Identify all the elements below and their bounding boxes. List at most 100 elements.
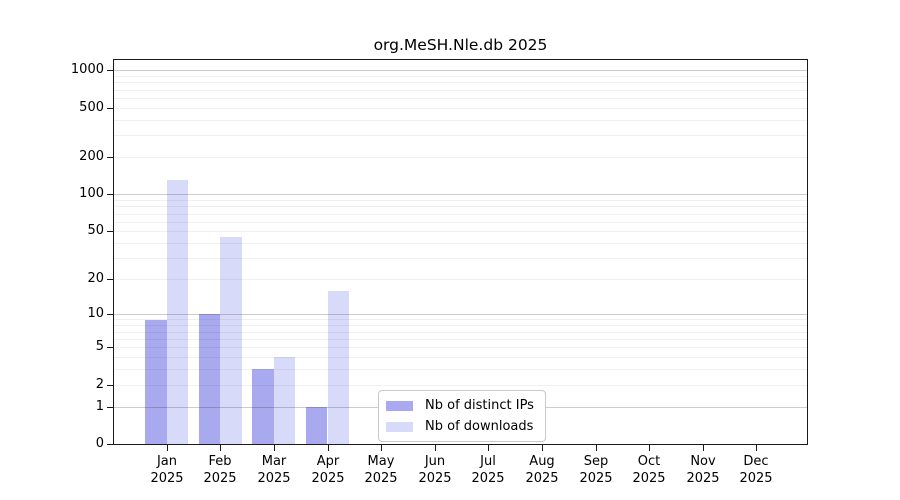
x-tick xyxy=(596,445,597,451)
major-gridline xyxy=(114,314,807,315)
minor-gridline xyxy=(114,231,807,232)
x-tick xyxy=(649,445,650,451)
x-tick-year: 2025 xyxy=(579,471,613,486)
y-tick-label: 10 xyxy=(87,306,104,321)
minor-gridline xyxy=(114,157,807,158)
x-tick xyxy=(703,445,704,451)
major-gridline xyxy=(114,70,807,71)
minor-gridline xyxy=(114,258,807,259)
x-tick-month: Nov xyxy=(690,454,716,469)
bars-layer xyxy=(114,60,807,444)
x-tick-month: Feb xyxy=(208,454,232,469)
minor-gridline xyxy=(114,369,807,370)
plot-area: Nb of distinct IPs Nb of downloads xyxy=(113,59,808,445)
x-tick-label: Mar 2025 xyxy=(242,453,306,487)
x-tick-month: Oct xyxy=(637,454,661,469)
x-tick-label: Nov 2025 xyxy=(671,453,735,487)
x-tick-year: 2025 xyxy=(364,471,398,486)
x-tick-month: May xyxy=(367,454,395,469)
minor-gridline xyxy=(114,347,807,348)
y-tick-label: 50 xyxy=(87,223,104,238)
y-tick-label: 0 xyxy=(95,436,104,451)
y-tick xyxy=(107,279,113,280)
x-tick-month: Apr xyxy=(316,454,340,469)
y-tick xyxy=(107,194,113,195)
x-tick-label: Feb 2025 xyxy=(188,453,252,487)
minor-gridline xyxy=(114,200,807,201)
x-tick-label: Apr 2025 xyxy=(296,453,360,487)
x-tick xyxy=(328,445,329,451)
y-tick-label: 20 xyxy=(87,271,104,286)
x-tick-month: Jan xyxy=(156,454,178,469)
legend-row: Nb of distinct IPs xyxy=(386,395,537,416)
x-tick xyxy=(435,445,436,451)
y-tick-label: 1000 xyxy=(70,62,104,77)
bar xyxy=(273,357,296,444)
y-tick-label: 200 xyxy=(79,149,104,164)
x-tick-label: Jan 2025 xyxy=(135,453,199,487)
y-tick-label: 5 xyxy=(95,339,104,354)
x-tick xyxy=(167,445,168,451)
minor-gridline xyxy=(114,90,807,91)
x-tick-year: 2025 xyxy=(686,471,720,486)
legend-swatch xyxy=(386,421,413,432)
x-tick-year: 2025 xyxy=(739,471,773,486)
x-tick-year: 2025 xyxy=(203,471,237,486)
minor-gridline xyxy=(114,108,807,109)
minor-gridline xyxy=(114,214,807,215)
x-tick-label: Sep 2025 xyxy=(564,453,628,487)
legend-entry-label: Nb of distinct IPs xyxy=(425,398,534,413)
minor-gridline xyxy=(114,243,807,244)
minor-gridline xyxy=(114,357,807,358)
bar xyxy=(166,180,189,444)
x-tick xyxy=(756,445,757,451)
x-tick-label: Oct 2025 xyxy=(617,453,681,487)
y-tick xyxy=(107,70,113,71)
minor-gridline xyxy=(114,120,807,121)
minor-gridline xyxy=(114,135,807,136)
y-tick xyxy=(107,385,113,386)
y-tick xyxy=(107,231,113,232)
legend-entry-label: Nb of downloads xyxy=(425,419,534,434)
y-tick xyxy=(107,444,113,445)
x-tick-month: Jul xyxy=(480,454,496,469)
minor-gridline xyxy=(114,332,807,333)
x-tick-year: 2025 xyxy=(471,471,505,486)
x-tick-month: Sep xyxy=(583,454,609,469)
bar xyxy=(145,319,167,444)
x-tick-month: Mar xyxy=(261,454,287,469)
x-tick xyxy=(220,445,221,451)
y-tick xyxy=(107,108,113,109)
x-tick-label: Jun 2025 xyxy=(403,453,467,487)
y-tick-label: 2 xyxy=(95,377,104,392)
y-tick xyxy=(107,314,113,315)
x-tick-year: 2025 xyxy=(632,471,666,486)
x-tick xyxy=(542,445,543,451)
grid-layer xyxy=(114,60,807,444)
minor-gridline xyxy=(114,206,807,207)
minor-gridline xyxy=(114,385,807,386)
x-tick xyxy=(274,445,275,451)
minor-gridline xyxy=(114,319,807,320)
legend-row: Nb of downloads xyxy=(386,416,537,437)
major-gridline xyxy=(114,194,807,195)
x-tick-month: Jun xyxy=(424,454,446,469)
y-tick-label: 500 xyxy=(79,100,104,115)
y-tick-label: 1 xyxy=(95,399,104,414)
legend: Nb of distinct IPs Nb of downloads xyxy=(378,390,546,442)
x-tick-label: Aug 2025 xyxy=(510,453,574,487)
x-tick-label: Dec 2025 xyxy=(724,453,788,487)
bar xyxy=(305,406,328,444)
minor-gridline xyxy=(114,339,807,340)
x-tick-year: 2025 xyxy=(257,471,291,486)
x-tick-label: May 2025 xyxy=(349,453,413,487)
y-tick xyxy=(107,157,113,158)
bar xyxy=(252,369,274,444)
chart-title: org.MeSH.Nle.db 2025 xyxy=(373,36,548,54)
bar xyxy=(198,314,221,444)
minor-gridline xyxy=(114,98,807,99)
bar xyxy=(220,237,242,444)
minor-gridline xyxy=(114,222,807,223)
x-tick-year: 2025 xyxy=(418,471,452,486)
